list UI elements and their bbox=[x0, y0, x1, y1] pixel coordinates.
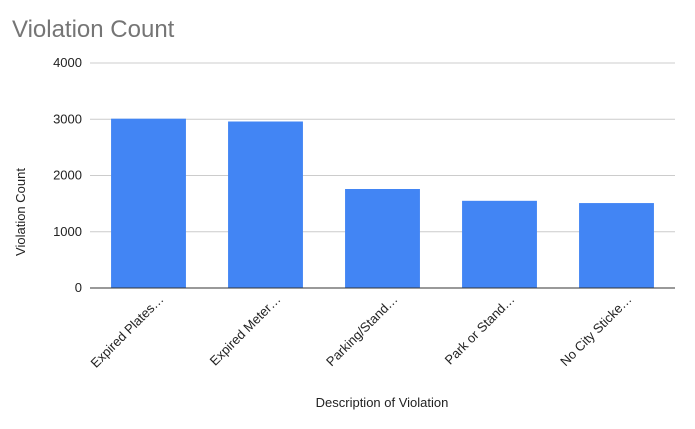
x-tick-label: Expired Meter… bbox=[207, 292, 284, 369]
x-axis-label: Description of Violation bbox=[316, 395, 449, 410]
chart-title: Violation Count bbox=[12, 16, 175, 43]
y-tick-label: 3000 bbox=[53, 111, 82, 126]
y-tick-label: 0 bbox=[75, 280, 82, 295]
x-tick-label: No City Sticke… bbox=[557, 292, 635, 370]
x-tick-label: Park or Stand… bbox=[442, 292, 518, 368]
x-axis-ticks: Expired Plates… Expired Meter… Parking/Sta… bbox=[88, 292, 635, 371]
bar bbox=[111, 118, 186, 288]
x-tick-label: Expired Plates… bbox=[88, 292, 167, 371]
x-tick-label: Parking/Stand… bbox=[323, 292, 401, 370]
y-tick-label: 4000 bbox=[53, 55, 82, 70]
bar bbox=[579, 203, 654, 288]
bars bbox=[111, 118, 654, 288]
y-axis-label: Violation Count bbox=[13, 168, 28, 256]
bar bbox=[462, 200, 537, 288]
bar bbox=[228, 121, 303, 288]
y-tick-label: 2000 bbox=[53, 168, 82, 183]
bar bbox=[345, 189, 420, 288]
y-axis-ticks: 0 1000 2000 3000 4000 bbox=[53, 55, 82, 295]
y-tick-label: 1000 bbox=[53, 224, 82, 239]
